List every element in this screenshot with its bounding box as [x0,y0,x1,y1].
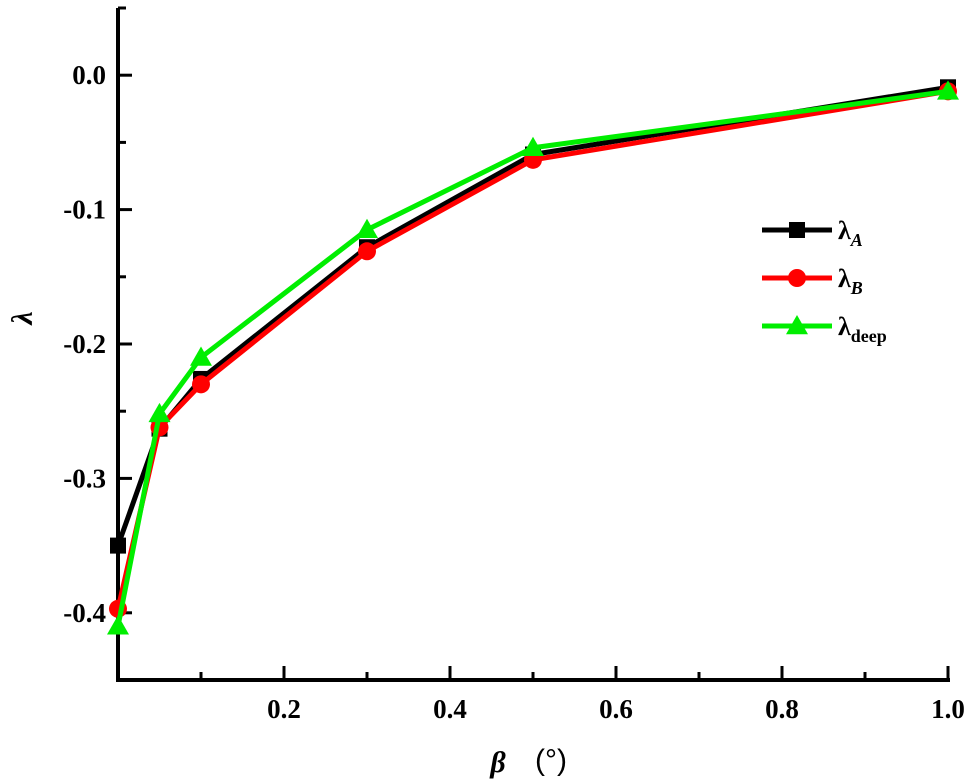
triangle-marker [786,315,808,335]
x-tick-label: 1.0 [931,694,965,724]
triangle-marker [522,136,544,157]
x-axis-label: β [489,746,506,779]
y-tick-label: -0.4 [63,598,106,628]
legend: λA λB λdeep [762,216,887,346]
y-tick-label: 0.0 [72,60,106,90]
circle-marker [192,375,210,394]
y-tick-label: -0.3 [63,463,106,493]
legend-subscript: deep [851,326,887,346]
legend-subscript: A [850,230,863,250]
triangle-marker [148,402,171,423]
x-tick-label: 0.6 [599,694,633,724]
legend-item-deep: λdeep [762,312,887,346]
circle-marker [358,242,376,261]
y-axis-label: λ [6,311,39,326]
triangle-marker [107,615,129,635]
x-tick-label: 0.4 [433,694,467,724]
series-line [115,88,949,610]
series-deep [107,80,959,635]
legend-item-b: λB [762,264,863,298]
x-axis-unit: (°) [535,744,567,777]
y-tick-label: -0.2 [63,329,106,359]
square-marker [110,537,126,554]
circle-marker [788,269,806,287]
axes: 0.2 0.4 0.6 0.8 1.0 0.0 -0.1 -0.2 -0.3 -0.4 [63,6,965,724]
series-group [107,79,959,635]
triangle-marker [356,218,378,239]
legend-label: λB [838,264,863,298]
legend-label: λA [838,216,863,250]
x-tick-label: 0.8 [765,694,799,724]
legend-label: λdeep [838,312,887,346]
series-line [115,88,949,627]
legend-item-a: λA [762,216,863,250]
triangle-marker [937,80,959,100]
legend-subscript: B [850,278,863,298]
y-tick-label: -0.1 [63,195,106,225]
triangle-marker [190,346,212,366]
x-tick-label: 0.2 [267,694,301,724]
square-marker [789,222,805,238]
